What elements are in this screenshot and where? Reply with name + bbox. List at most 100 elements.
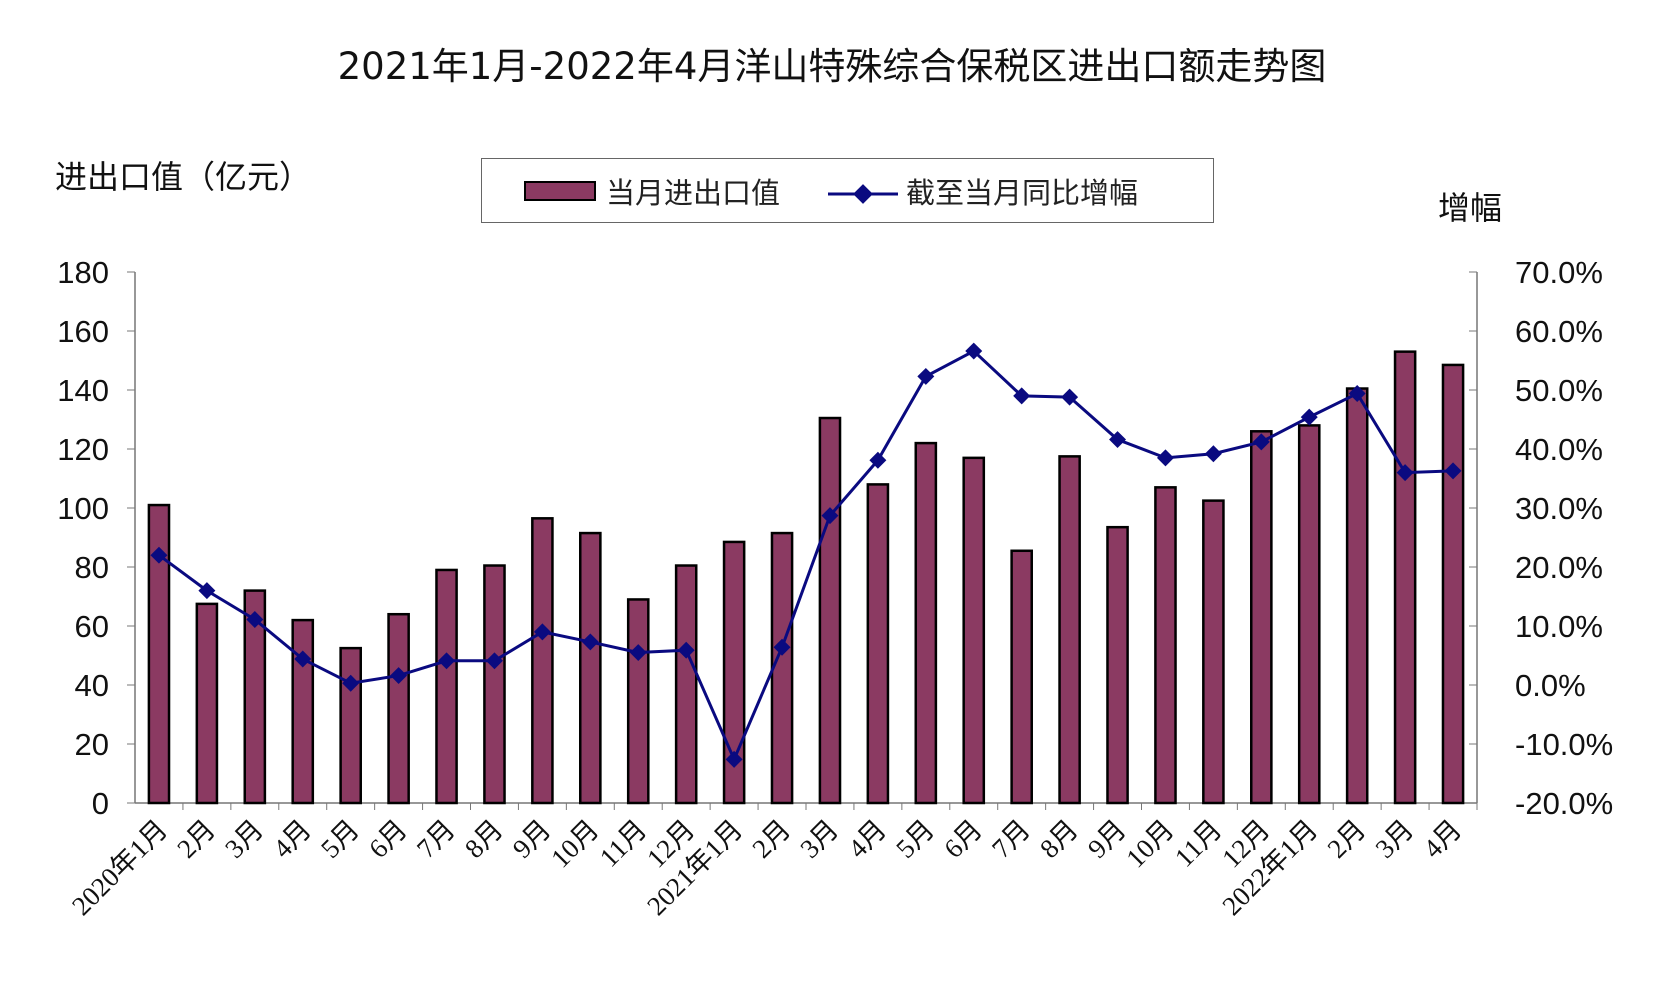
bar: [579, 531, 602, 805]
y2-tick-label: 40.0%: [1515, 432, 1603, 467]
y-tick-label: 140: [57, 373, 109, 408]
legend: 当月进出口值 截至当月同比增幅: [481, 158, 1214, 223]
x-tick-label: 6月: [363, 814, 413, 864]
growth-point: [965, 342, 983, 360]
y2-tick-label: 30.0%: [1515, 491, 1603, 526]
y2-tick-label: 0.0%: [1515, 668, 1586, 703]
y-tick-label: 180: [57, 255, 109, 290]
y2-tick-label: -20.0%: [1515, 786, 1613, 821]
growth-point: [1300, 408, 1318, 426]
bar: [818, 416, 842, 805]
y2-tick-label: -10.0%: [1515, 727, 1613, 762]
bar: [722, 540, 746, 805]
bar: [1058, 455, 1081, 805]
x-tick-label: 4月: [1417, 814, 1467, 864]
growth-point: [1156, 449, 1174, 467]
growth-point: [198, 582, 216, 600]
growth-point: [581, 633, 599, 651]
bar: [1297, 424, 1321, 805]
legend-bar-label: 当月进出口值: [606, 175, 781, 210]
chart-title: 2021年1月-2022年4月洋山特殊综合保税区进出口额走势图: [337, 45, 1327, 88]
legend-line-label: 截至当月同比增幅: [906, 175, 1139, 210]
x-tick-label: 3月: [1369, 814, 1419, 864]
growth-point: [438, 652, 456, 670]
x-tick-label: 7月: [986, 814, 1036, 864]
growth-point: [485, 652, 503, 670]
bar: [483, 564, 506, 805]
growth-point: [246, 611, 264, 628]
y-tick-label: 0: [92, 786, 109, 821]
growth-point: [342, 674, 360, 692]
legend-line-swatch: [828, 179, 899, 204]
growth-point: [821, 507, 839, 525]
x-tick-label: 2月: [171, 814, 221, 864]
x-tick-label: 4月: [267, 814, 317, 864]
x-tick-label: 10月: [545, 814, 604, 873]
bar: [1202, 499, 1225, 805]
growth-point: [150, 546, 168, 564]
bar: [1393, 350, 1417, 805]
y-axis-label: 进出口值（亿元）: [55, 158, 312, 196]
y2-tick-label: 70.0%: [1515, 255, 1603, 290]
growth-point: [390, 667, 408, 685]
x-tick-label: 11月: [1169, 814, 1228, 873]
y-tick-label: 80: [75, 550, 109, 585]
x-tick-label: 5月: [315, 814, 365, 864]
bar: [531, 517, 554, 805]
x-tick-label: 6月: [938, 814, 988, 864]
y-tick-label: 40: [75, 668, 109, 703]
x-tick-label: 4月: [842, 814, 892, 864]
bar: [866, 483, 890, 805]
bar: [1345, 387, 1369, 805]
y2-tick-label: 50.0%: [1515, 373, 1603, 408]
y2-tick-label: 20.0%: [1515, 550, 1603, 585]
x-tick-label: 5月: [890, 814, 940, 864]
bar: [435, 568, 458, 805]
growth-point: [629, 644, 647, 662]
bar: [1010, 549, 1033, 805]
bar: [962, 456, 986, 805]
growth-point: [869, 451, 887, 469]
x-tick-label: 7月: [411, 814, 461, 864]
bar: [770, 531, 794, 805]
y2-tick-label: 10.0%: [1515, 609, 1603, 644]
growth-point: [725, 750, 743, 768]
y-tick-label: 160: [57, 314, 109, 349]
growth-point: [294, 650, 312, 668]
growth-line: [158, 349, 1454, 764]
x-tick-label: 8月: [1034, 814, 1084, 864]
x-tick-label: 3月: [219, 814, 269, 864]
bar: [339, 646, 362, 805]
growth-point: [533, 623, 551, 641]
growth-point: [773, 638, 791, 656]
y2-tick-label: 60.0%: [1515, 314, 1603, 349]
bar: [1441, 363, 1465, 805]
y-tick-label: 120: [57, 432, 109, 467]
bar: [195, 602, 219, 805]
y-tick-label: 100: [57, 491, 109, 526]
growth-point: [677, 641, 695, 659]
bar: [1106, 525, 1129, 805]
x-tick-label: 8月: [459, 814, 509, 864]
y-tick-label: 60: [75, 609, 109, 644]
bar: [147, 503, 171, 805]
growth-point: [917, 367, 935, 385]
bar: [387, 612, 410, 805]
x-tick-label: 10月: [1120, 814, 1179, 873]
x-tick-label: 2月: [1322, 814, 1372, 864]
x-tick-label: 2020年1月: [66, 814, 173, 921]
y-tick-label: 20: [75, 727, 109, 762]
growth-point: [1204, 445, 1222, 463]
bar: [1250, 430, 1273, 805]
bar: [291, 618, 315, 805]
legend-bar-swatch: [524, 180, 596, 201]
x-tick-label: 2月: [746, 814, 796, 864]
bar: [626, 598, 650, 805]
bar: [914, 441, 938, 805]
x-tick-label: 11月: [594, 814, 653, 873]
y2-axis-label: 增幅: [1438, 189, 1503, 227]
bar: [1154, 486, 1177, 805]
bar: [674, 564, 698, 805]
bar: [243, 589, 267, 805]
